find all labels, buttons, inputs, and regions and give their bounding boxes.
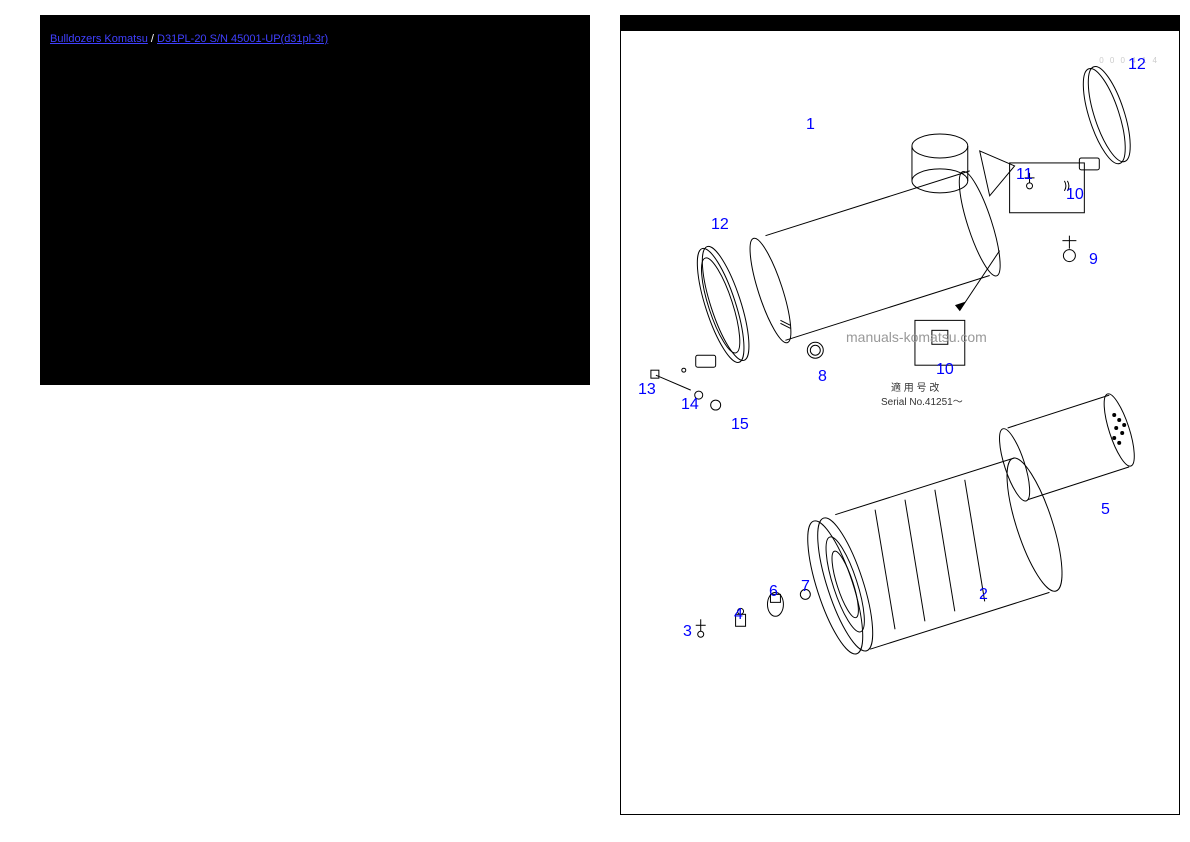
- diagram-panel: 0 0 0 4 1 4 1 2 3 4 5 6 7 8 9 10 10 11 1…: [620, 15, 1180, 815]
- cjk-label: 適 用 号 改: [891, 379, 939, 394]
- left-panel: Bulldozers Komatsu / D31PL-20 S/N 45001-…: [40, 15, 590, 385]
- serial-label: Serial No.41251～: [881, 393, 963, 408]
- breadcrumb-link-1[interactable]: Bulldozers Komatsu: [50, 33, 148, 45]
- part-number-12b: 12: [711, 216, 729, 234]
- diagram-area: 0 0 0 4 1 4 1 2 3 4 5 6 7 8 9 10 10 11 1…: [621, 31, 1179, 814]
- part-number-10b: 10: [936, 361, 954, 379]
- part-number-13: 13: [638, 381, 656, 399]
- part-number-12a: 12: [1128, 56, 1146, 74]
- part-number-11: 11: [1016, 166, 1033, 184]
- part-number-6: 6: [769, 583, 778, 601]
- part-number-3: 3: [683, 623, 692, 641]
- breadcrumb: Bulldozers Komatsu / D31PL-20 S/N 45001-…: [50, 25, 580, 53]
- part-number-9: 9: [1089, 251, 1098, 269]
- part-number-7: 7: [801, 578, 810, 596]
- part-number-5: 5: [1101, 501, 1110, 519]
- part-number-15: 15: [731, 416, 749, 434]
- part-number-1: 1: [806, 116, 815, 134]
- part-number-2: 2: [979, 586, 988, 604]
- breadcrumb-link-2[interactable]: D31PL-20 S/N 45001-UP(d31pl-3r): [157, 33, 328, 45]
- diagram-svg: [621, 31, 1179, 814]
- part-number-4: 4: [734, 606, 743, 624]
- diagram-header: [621, 16, 1179, 31]
- part-number-14: 14: [681, 396, 699, 414]
- watermark: manuals-komatsu.com: [846, 329, 987, 345]
- part-number-8: 8: [818, 368, 827, 386]
- part-number-10a: 10: [1066, 186, 1084, 204]
